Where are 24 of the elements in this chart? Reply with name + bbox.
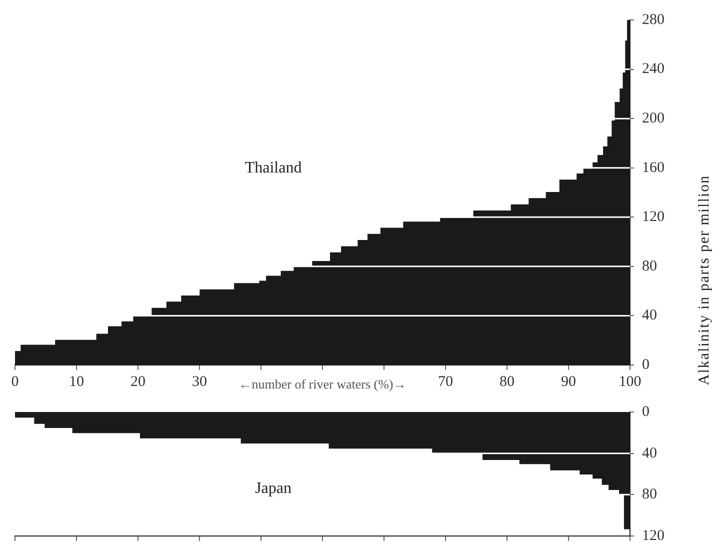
y-tick-label: 120 (642, 209, 664, 226)
x-axis-title: ←number of river waters (%)→ (238, 376, 406, 392)
x-tick-label: 20 (130, 374, 146, 390)
y-tick-label: 80 (642, 258, 657, 274)
y-tick-label: 40 (642, 308, 657, 324)
y-tick-label: 80 (642, 486, 657, 503)
y-tick-label: 0 (642, 404, 650, 420)
y-axis-title: Alkalinity in parts per million (696, 174, 714, 386)
x-tick-label: 90 (561, 374, 576, 390)
x-tick-label: 80 (500, 374, 514, 390)
y-tick-label: 120 (642, 528, 664, 544)
y-tick-label: 0 (642, 356, 650, 373)
x-tick-label: 100 (618, 374, 642, 390)
y-tick-label: 160 (642, 160, 664, 176)
text: Japan (255, 480, 292, 498)
y-tick-label: 240 (642, 61, 664, 78)
x-tick-label: 10 (69, 374, 84, 390)
x-tick-label: 0 (11, 374, 19, 390)
y-tick-label: 280 (642, 12, 664, 28)
y-tick-label: 200 (642, 110, 664, 127)
x-tick-label: 70 (438, 374, 453, 390)
x-tick-label: 30 (192, 374, 207, 390)
text: Thailand (244, 160, 302, 177)
y-tick-label: 40 (642, 445, 657, 462)
